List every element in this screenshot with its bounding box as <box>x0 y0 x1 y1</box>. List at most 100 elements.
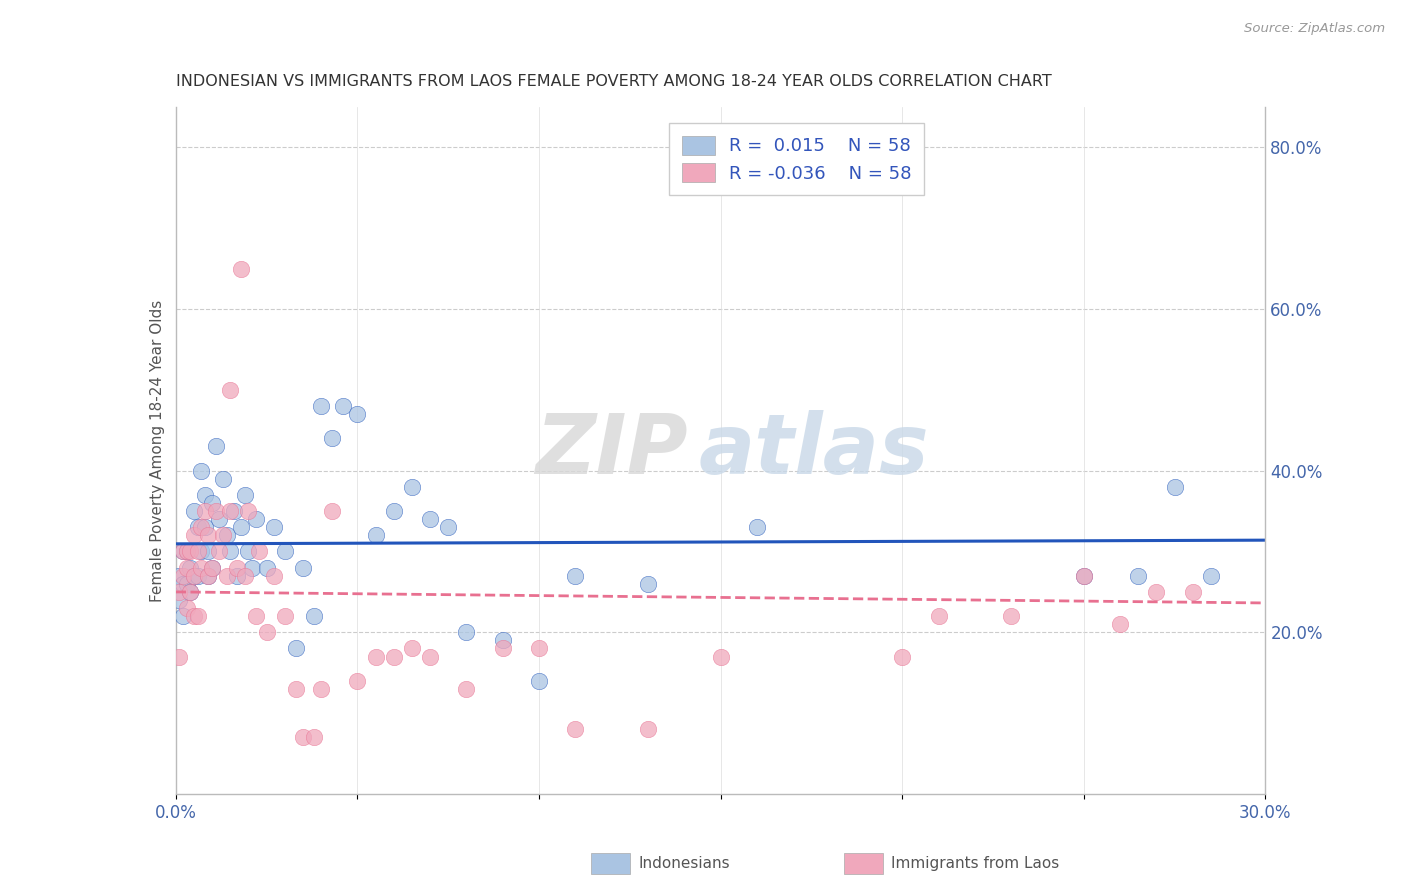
Point <box>201 560 224 574</box>
Point <box>197 568 219 582</box>
Point <box>928 609 950 624</box>
Text: atlas: atlas <box>699 410 929 491</box>
Point <box>231 261 253 276</box>
Point <box>346 673 368 688</box>
Point <box>190 464 212 478</box>
Point <box>212 528 235 542</box>
Point <box>190 544 212 558</box>
Point <box>219 383 242 397</box>
Point <box>274 544 297 558</box>
Point <box>263 520 285 534</box>
Point <box>527 673 550 688</box>
Point <box>194 520 217 534</box>
Point <box>197 544 219 558</box>
Text: ZIP: ZIP <box>536 410 688 491</box>
Point <box>179 544 201 558</box>
Point <box>176 576 198 591</box>
Point <box>204 504 226 518</box>
Point <box>201 496 224 510</box>
Point <box>321 504 343 518</box>
Point <box>247 544 270 558</box>
Point <box>321 431 343 445</box>
Legend: R =  0.015    N = 58, R = -0.036    N = 58: R = 0.015 N = 58, R = -0.036 N = 58 <box>669 123 924 195</box>
Point <box>456 681 478 696</box>
Point <box>401 480 423 494</box>
Point <box>419 649 441 664</box>
Point <box>527 641 550 656</box>
Point <box>183 504 205 518</box>
Point <box>382 649 405 664</box>
Point <box>309 681 332 696</box>
Point <box>240 560 263 574</box>
Point <box>208 544 231 558</box>
Point <box>222 504 245 518</box>
Point <box>564 568 586 582</box>
Text: Source: ZipAtlas.com: Source: ZipAtlas.com <box>1244 22 1385 36</box>
Point <box>233 488 256 502</box>
Point <box>212 472 235 486</box>
Point <box>190 520 212 534</box>
Point <box>176 544 198 558</box>
Point <box>231 520 253 534</box>
Point <box>1073 568 1095 582</box>
Point <box>332 399 354 413</box>
Point <box>256 625 278 640</box>
Point <box>190 560 212 574</box>
Point <box>284 641 307 656</box>
Point <box>215 528 238 542</box>
Point <box>183 568 205 582</box>
Point <box>179 560 201 574</box>
Point <box>219 504 242 518</box>
Point <box>169 593 191 607</box>
Point <box>238 504 260 518</box>
Y-axis label: Female Poverty Among 18-24 Year Olds: Female Poverty Among 18-24 Year Olds <box>149 300 165 601</box>
Point <box>238 544 260 558</box>
Point <box>245 512 267 526</box>
Point <box>186 520 209 534</box>
Point <box>186 609 209 624</box>
Point <box>564 723 586 737</box>
Point <box>197 568 219 582</box>
Point <box>179 585 201 599</box>
Point <box>169 568 191 582</box>
Point <box>256 560 278 574</box>
FancyBboxPatch shape <box>844 853 883 874</box>
Point <box>233 568 256 582</box>
Point <box>176 601 198 615</box>
Point <box>183 568 205 582</box>
Point <box>176 560 198 574</box>
Point <box>186 568 209 582</box>
Point <box>172 609 194 624</box>
Point <box>176 544 198 558</box>
Point <box>302 731 325 745</box>
Point <box>382 504 405 518</box>
Point <box>186 544 209 558</box>
Point <box>1109 617 1132 632</box>
Text: INDONESIAN VS IMMIGRANTS FROM LAOS FEMALE POVERTY AMONG 18-24 YEAR OLDS CORRELAT: INDONESIAN VS IMMIGRANTS FROM LAOS FEMAL… <box>176 74 1052 89</box>
Point <box>456 625 478 640</box>
Point <box>492 641 515 656</box>
Point <box>204 439 226 453</box>
Point <box>208 512 231 526</box>
FancyBboxPatch shape <box>591 853 630 874</box>
Point <box>245 609 267 624</box>
Point <box>201 560 224 574</box>
Point <box>183 609 205 624</box>
Point <box>291 731 314 745</box>
Point <box>226 568 249 582</box>
Point <box>346 407 368 421</box>
Point <box>364 528 387 542</box>
Point <box>215 568 238 582</box>
Point <box>1128 568 1150 582</box>
Point <box>745 520 768 534</box>
Point <box>172 576 194 591</box>
Point <box>309 399 332 413</box>
Point <box>492 633 515 648</box>
Point <box>1181 585 1204 599</box>
Point <box>302 609 325 624</box>
Point <box>419 512 441 526</box>
Point <box>169 585 191 599</box>
Point <box>284 681 307 696</box>
Point <box>183 528 205 542</box>
Point <box>364 649 387 664</box>
